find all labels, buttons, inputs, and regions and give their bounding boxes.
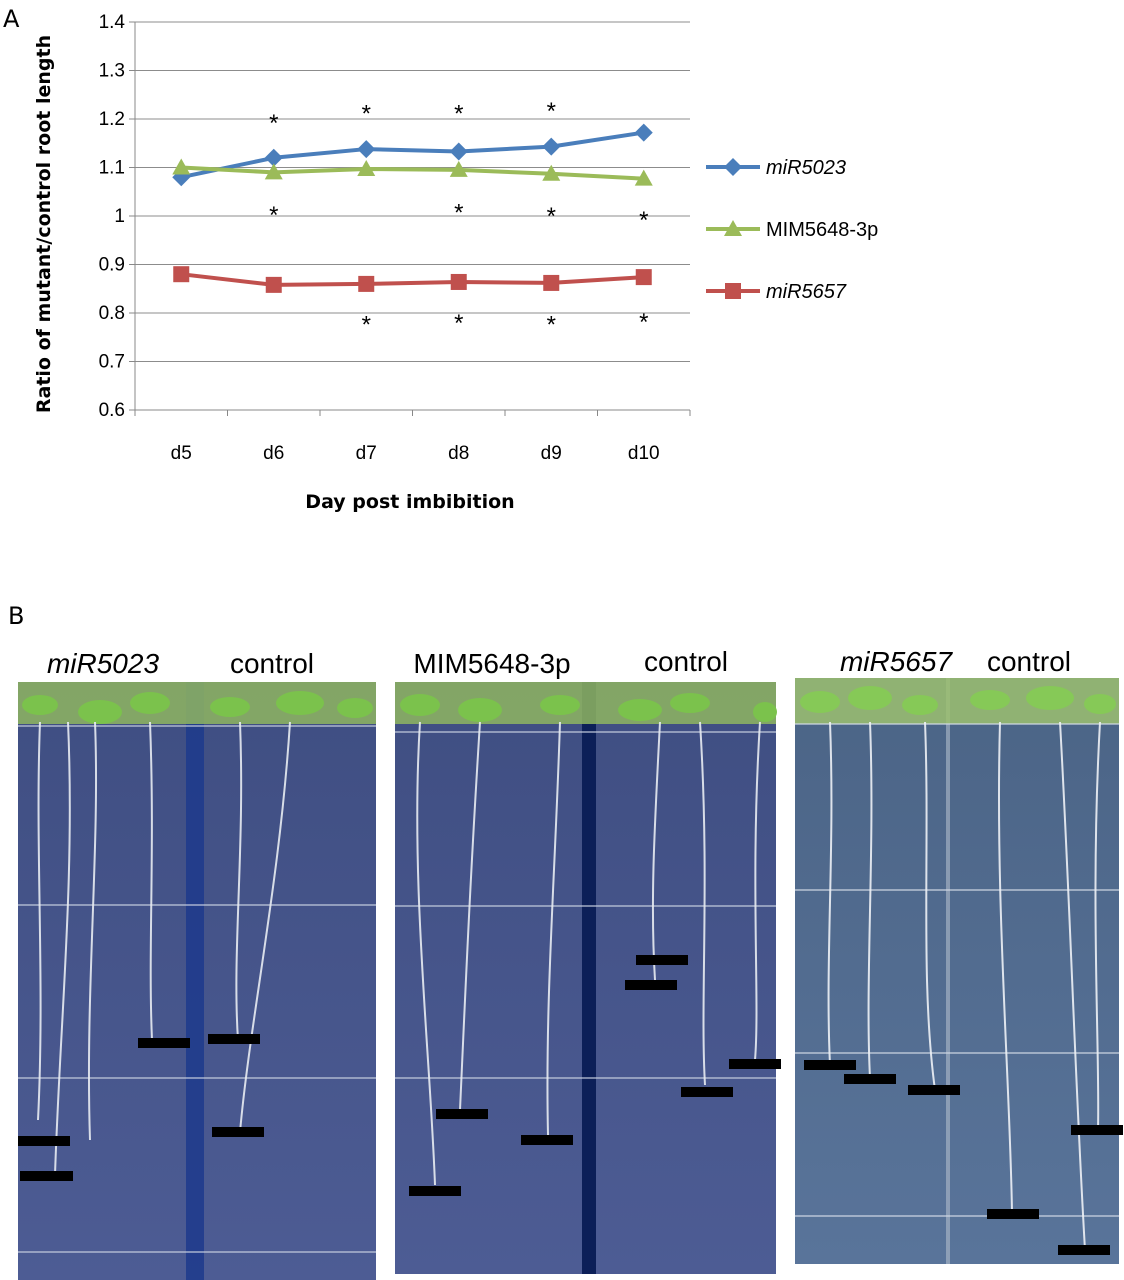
data-point [450,273,467,290]
y-tick-label: 0.7 [99,352,125,373]
data-point [172,158,191,175]
leaves [400,693,777,722]
root-tip-markers [18,1034,264,1181]
y-tick-label: 1.4 [99,12,126,33]
y-tick-label: 0.8 [99,303,125,324]
significance-asterisk: * [454,200,463,227]
y-tick-label: 0.9 [99,255,125,276]
data-point [543,274,560,291]
significance-asterisk: * [639,309,648,336]
data-point [265,276,282,293]
data-point [357,140,376,159]
grid-lines [395,731,776,1079]
x-tick-label: d9 [541,443,562,464]
data-point [634,169,653,186]
photo3-label-mutant: miR5657 [840,646,953,677]
x-tick-label: d5 [171,443,192,464]
root-tip-markers [804,1060,1123,1255]
legend-label: miR5023 [766,157,846,179]
y-tick-label: 1.2 [99,109,125,130]
y-tick-labels: 0.6 0.7 0.8 0.9 1 1.1 1.2 1.3 1.4 [99,12,126,421]
significance-asterisk: * [362,100,371,127]
legend-label: miR5657 [766,281,847,303]
plate-miR5657 [795,678,1123,1264]
legend: miR5023 MIM5648-3p miR5657 [706,157,878,303]
plate-divider [582,682,596,1274]
data-point [358,275,375,292]
significance-asterisk: * [547,311,556,338]
y-tick-label: 1.3 [99,61,125,82]
significance-asterisk: * [639,207,648,234]
legend-label: MIM5648-3p [766,219,878,241]
data-point [542,164,561,181]
series-line [181,165,644,181]
significance-asterisk: * [454,100,463,127]
plate-background [795,678,1119,1264]
series-line [180,130,645,180]
plate-divider [946,678,950,1264]
axes [134,22,690,411]
photo2-label-control: control [644,646,728,677]
x-tick-label: d10 [628,443,660,464]
plate-MIM5648-3p [395,682,781,1274]
x-tick-label: d8 [448,443,469,464]
photo3-label-control: control [987,646,1071,677]
significance-asterisk: * [547,98,556,125]
legend-marker [725,283,741,299]
data-point [542,137,561,156]
y-tick-label: 0.6 [99,400,125,421]
x-tick-label: d6 [263,443,284,464]
seedling-photos [18,678,1123,1280]
series-line [181,272,644,287]
roots [827,721,1101,1251]
legend-item: miR5023 [706,157,846,179]
data-point [264,163,283,180]
legend-item: MIM5648-3p [706,219,878,241]
y-axis-title: Ratio of mutant/control root length [33,35,55,413]
x-tick-labels: d5 d6 d7 d8 d9 d10 [171,443,660,464]
significance-asterisk: * [547,203,556,230]
legend-item: miR5657 [706,281,847,303]
root-tip-markers [409,955,781,1196]
significance-asterisks: * * * * * * * * * * * * [269,98,648,338]
legend-marker [724,220,742,236]
leaves [22,691,373,724]
roots [37,721,291,1176]
plate-miR5023 [18,682,376,1280]
series [172,123,653,293]
significance-asterisk: * [362,311,371,338]
gridlines [129,21,691,416]
y-tick-label: 1.1 [99,158,125,179]
grid-lines [795,723,1119,1217]
series-miR5657 [173,266,652,293]
significance-asterisk: * [269,110,278,137]
data-point [449,160,468,177]
photo1-label-control: control [230,648,314,679]
grid-lines [18,725,376,1253]
series-MIM5648-3p [172,158,653,186]
x-axis-title: Day post imbibition [305,491,514,513]
panel-a-letter: A [3,5,20,33]
data-point [264,148,283,167]
data-point [357,159,376,176]
data-point [634,123,653,142]
series-miR5023 [172,123,653,187]
significance-asterisk: * [454,310,463,337]
plate-divider [186,682,204,1280]
leaves [800,686,1116,715]
photo2-label-mutant: MIM5648-3p [413,648,570,679]
data-point [173,266,190,283]
significance-asterisk: * [269,202,278,229]
data-point [635,269,652,286]
data-point [449,142,468,161]
photo1-label-mutant: miR5023 [47,648,159,679]
roots [416,721,761,1186]
panel-b-letter: B [8,602,24,630]
x-tick-label: d7 [356,443,377,464]
legend-marker [724,158,742,176]
y-tick-label: 1 [114,206,125,227]
cotyledons [395,682,776,724]
